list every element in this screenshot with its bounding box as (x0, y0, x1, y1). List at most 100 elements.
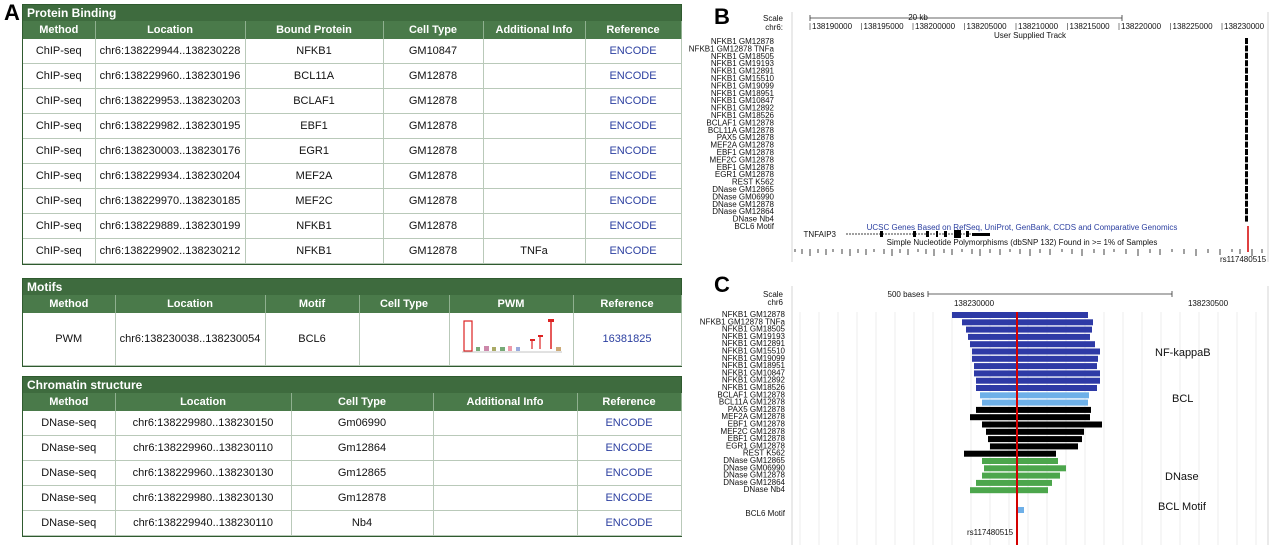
c-track-label: NFKB1 GM15510 (722, 347, 786, 356)
chromatin-reference-link[interactable]: ENCODE (577, 435, 682, 461)
protein_binding-reference-link[interactable]: ENCODE (585, 39, 682, 64)
c-track-label: NFKB1 GM12892 (722, 376, 786, 385)
c-track-bar (980, 392, 1089, 399)
protein_binding-reference-link[interactable]: ENCODE (585, 63, 682, 89)
table-row: ChIP-seq chr6:138229953..138230203 BCLAF1 G… (23, 88, 682, 114)
c-track-bar (982, 421, 1102, 428)
b-track-title: User Supplied Track (994, 31, 1067, 40)
b-track-label: BCLAF1 GM12878 (706, 118, 774, 127)
b-tick-label: 138195000 (864, 22, 905, 31)
protein-binding-title: Protein Binding (23, 5, 681, 21)
protein_binding-reference-link[interactable]: ENCODE (585, 113, 682, 139)
b-track-signal (1245, 186, 1248, 192)
protein_binding-cell: chr6:138229982..138230195 (95, 113, 246, 139)
protein_binding-cell: ChIP-seq (23, 238, 96, 264)
table-row: ChIP-seq chr6:138229982..138230195 EBF1 GM1… (23, 113, 682, 139)
motifs-col-header: Motif (265, 295, 360, 313)
protein_binding-cell: GM12878 (383, 213, 484, 239)
chromatin-cell: chr6:138229960..138230110 (115, 435, 292, 461)
protein_binding-cell: ChIP-seq (23, 138, 96, 164)
b-track-label: NFKB1 GM18526 (711, 111, 775, 120)
chromatin-reference-link[interactable]: ENCODE (577, 460, 682, 486)
table-row: DNase-seq chr6:138229980..138230130 Gm1287… (23, 485, 682, 511)
chromatin-col-header: Location (115, 393, 292, 411)
c-track-bar (976, 385, 1097, 391)
b-track-signal (1245, 126, 1248, 133)
chromatin-cell: DNase-seq (23, 510, 116, 536)
table-row: DNase-seq chr6:138229940..138230110 Nb4 ENC… (23, 510, 682, 536)
b-track-label: DNase Nb4 (733, 215, 775, 224)
protein_binding-reference-link[interactable]: ENCODE (585, 213, 682, 239)
protein_binding-reference-link[interactable]: ENCODE (585, 238, 682, 264)
b-track-signal (1245, 141, 1248, 148)
c-track-bar (982, 458, 1058, 464)
motifs-col-header: Location (115, 295, 266, 313)
b-track-signal (1245, 52, 1248, 59)
c-track-bar (976, 377, 1100, 384)
protein_binding-cell: BCLAF1 (245, 88, 384, 114)
c-motif-label: BCL6 Motif (745, 509, 785, 518)
c-track-label: NFKB1 GM12878 (722, 310, 786, 319)
chromatin-cell: DNase-seq (23, 460, 116, 486)
chromatin-cell: chr6:138229980..138230150 (115, 411, 292, 436)
protein_binding-reference-link[interactable]: ENCODE (585, 138, 682, 164)
chromatin-cell: chr6:138229960..138230130 (115, 460, 292, 486)
motifs-table: Motifs Method Location Motif Cell Type PWM Re… (22, 278, 682, 367)
table-row: ChIP-seq chr6:138229960..138230196 BCL11A G… (23, 63, 682, 89)
chromatin-cell (433, 411, 578, 436)
c-track-label: NFKB1 GM12891 (722, 339, 786, 348)
chromatin-cell (433, 510, 578, 536)
panel-label-c: C (714, 272, 730, 297)
b-track-label: REST K562 (732, 178, 775, 187)
motifs-col-header: Cell Type (359, 295, 450, 313)
protein_binding-cell: GM12878 (383, 88, 484, 114)
protein_binding-cell: chr6:138229889..138230199 (95, 213, 246, 239)
panel-label-b: B (714, 4, 730, 29)
protein_binding-cell (483, 188, 586, 214)
c-track-bar (962, 319, 1093, 326)
chromatin-cell: Gm12865 (291, 460, 434, 486)
c-group-dnase: DNase (1165, 471, 1199, 483)
protein_binding-cell (483, 163, 586, 189)
protein_binding-reference-link[interactable]: ENCODE (585, 163, 682, 189)
c-track-label: EGR1 GM12878 (726, 441, 786, 450)
chromatin-reference-link[interactable]: ENCODE (577, 510, 682, 536)
c-track-label: MEF2C GM12878 (721, 427, 786, 436)
protein_binding-cell: chr6:138229960..138230196 (95, 63, 246, 89)
c-group-bcl: BCL (1172, 393, 1193, 405)
protein_binding-cell: ChIP-seq (23, 88, 96, 114)
b-track-signal (1245, 149, 1248, 155)
protein_binding-reference-link[interactable]: ENCODE (585, 88, 682, 114)
protein_binding-cell: GM12878 (383, 163, 484, 189)
b-snp-title: Simple Nucleotide Polymorphisms (dbSNP 1… (887, 238, 1158, 247)
c-track-bar (974, 370, 1100, 377)
protein_binding-cell (483, 63, 586, 89)
protein_binding-reference-link[interactable]: ENCODE (585, 188, 682, 214)
c-track-label: EBF1 GM12878 (728, 434, 786, 443)
b-track-label: NFKB1 GM12878 TNFa (689, 44, 775, 53)
b-track-label: BCL11A GM12878 (708, 126, 775, 135)
c-track-label: NFKB1 GM12878 TNFa (700, 317, 786, 326)
b-tick-label: 138220000 (1121, 22, 1162, 31)
b-tick-label: 138230000 (1224, 22, 1265, 31)
b-track-label: NFKB1 GM12892 (711, 104, 775, 113)
b-track-label: MEF2C GM12878 (710, 155, 775, 164)
c-track-bar (982, 399, 1088, 406)
chromatin-reference-link[interactable]: ENCODE (577, 411, 682, 436)
motifs-reference-link[interactable]: 16381825 (573, 313, 682, 366)
chromatin-table: Chromatin structure Method Location Cell T… (22, 376, 682, 537)
chromatin-cell: DNase-seq (23, 435, 116, 461)
protein_binding-cell: GM12878 (383, 138, 484, 164)
chromatin-reference-link[interactable]: ENCODE (577, 485, 682, 511)
b-track-label: DNase GM06990 (712, 192, 774, 201)
motifs-col-header: Reference (573, 295, 682, 313)
c-track-label: NFKB1 GM10847 (722, 368, 786, 377)
b-genes-title: UCSC Genes Based on RefSeq, UniProt, Gen… (867, 223, 1178, 232)
b-snp-track (794, 249, 1263, 256)
protein_binding-cell: ChIP-seq (23, 113, 96, 139)
table-row: DNase-seq chr6:138229980..138230150 Gm0699… (23, 411, 682, 436)
protein_binding-cell: chr6:138229944..138230228 (95, 39, 246, 64)
b-tick-label: 138225000 (1173, 22, 1214, 31)
chromatin-cell: DNase-seq (23, 411, 116, 436)
motifs-col-header: Method (23, 295, 116, 313)
